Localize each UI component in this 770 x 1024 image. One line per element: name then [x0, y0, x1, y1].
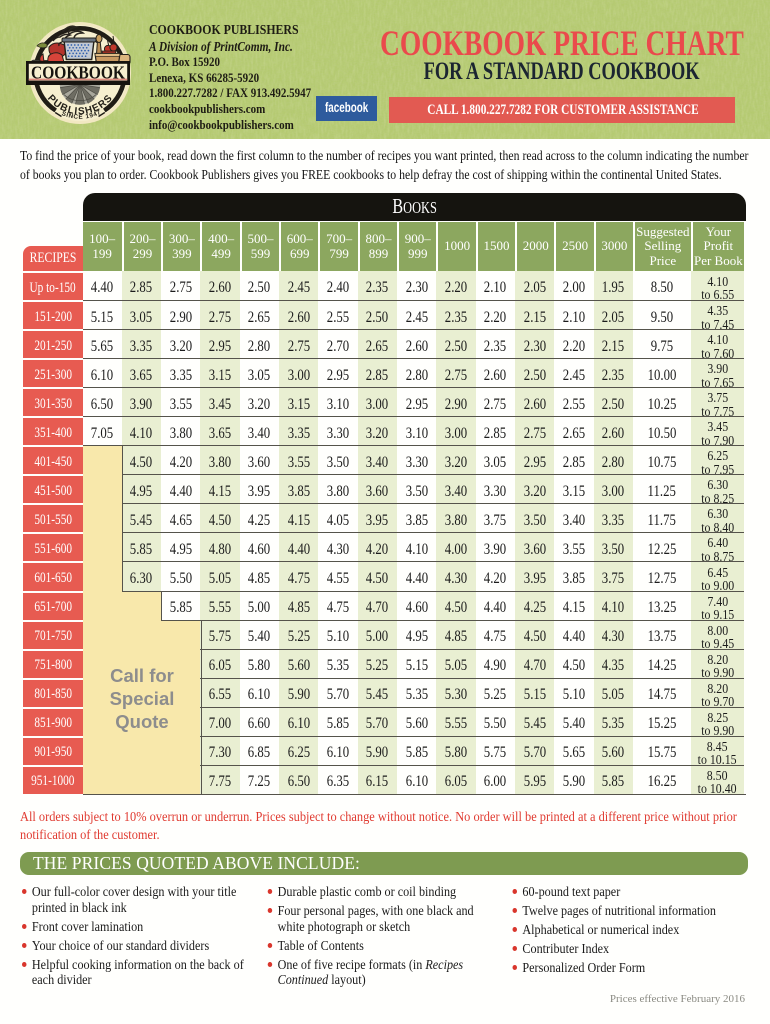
svg-text:COOKBOOK: COOKBOOK: [31, 62, 125, 82]
svg-text:SINCE 1947: SINCE 1947: [61, 109, 103, 121]
